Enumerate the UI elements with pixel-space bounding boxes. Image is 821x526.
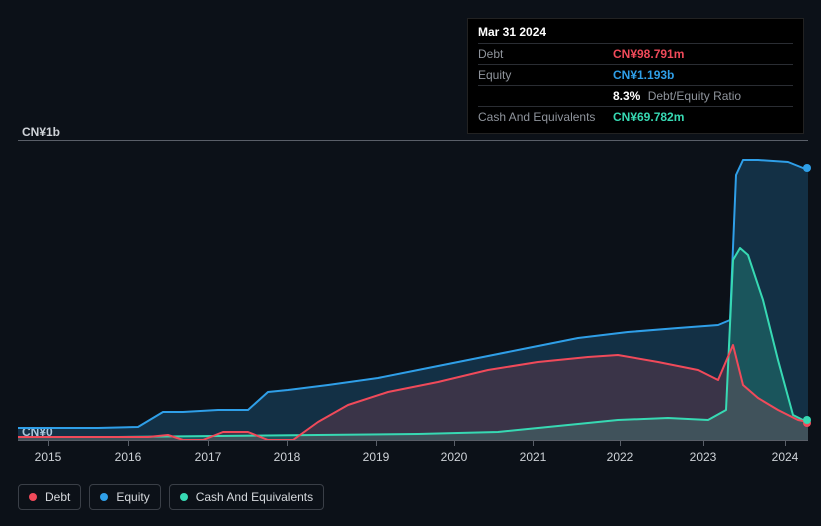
x-axis-label: 2018: [274, 450, 301, 464]
x-axis-tick: [287, 440, 288, 446]
x-axis-tick: [620, 440, 621, 446]
tooltip-row-debt: Debt CN¥98.791m: [478, 43, 793, 64]
tooltip-debt-value: CN¥98.791m: [613, 47, 684, 61]
x-axis-tick: [208, 440, 209, 446]
x-axis-tick: [376, 440, 377, 446]
x-axis-tick: [703, 440, 704, 446]
tooltip-row-ratio: 8.3% Debt/Equity Ratio: [478, 85, 793, 106]
tooltip-equity-value: CN¥1.193b: [613, 68, 674, 82]
tooltip-date: Mar 31 2024: [478, 25, 793, 43]
legend-item-equity[interactable]: Equity: [89, 484, 160, 510]
x-axis-label: 2017: [195, 450, 222, 464]
gridline: [18, 440, 808, 441]
x-axis-label: 2024: [772, 450, 799, 464]
x-axis-tick: [48, 440, 49, 446]
series-end-marker: [803, 416, 811, 424]
legend-label: Equity: [116, 490, 149, 504]
series-end-marker: [803, 164, 811, 172]
legend-label: Debt: [45, 490, 70, 504]
x-axis-tick: [533, 440, 534, 446]
x-axis-tick: [128, 440, 129, 446]
tooltip-ratio-text: Debt/Equity Ratio: [648, 89, 741, 103]
legend-dot-icon: [100, 493, 108, 501]
legend-item-debt[interactable]: Debt: [18, 484, 81, 510]
x-axis-label: 2015: [35, 450, 62, 464]
tooltip-debt-label: Debt: [478, 47, 613, 61]
tooltip-cash-value: CN¥69.782m: [613, 110, 684, 124]
tooltip-equity-label: Equity: [478, 68, 613, 82]
x-axis-label: 2021: [520, 450, 547, 464]
x-axis-tick: [785, 440, 786, 446]
chart-legend: Debt Equity Cash And Equivalents: [18, 484, 324, 510]
legend-item-cash[interactable]: Cash And Equivalents: [169, 484, 324, 510]
legend-label: Cash And Equivalents: [196, 490, 313, 504]
financial-chart: [18, 140, 808, 440]
x-axis-label: 2020: [441, 450, 468, 464]
x-axis-label: 2022: [607, 450, 634, 464]
legend-dot-icon: [29, 493, 37, 501]
tooltip-row-equity: Equity CN¥1.193b: [478, 64, 793, 85]
y-axis-label: CN¥1b: [22, 125, 60, 139]
tooltip-ratio-label: [478, 89, 613, 103]
tooltip-row-cash: Cash And Equivalents CN¥69.782m: [478, 106, 793, 127]
chart-tooltip: Mar 31 2024 Debt CN¥98.791m Equity CN¥1.…: [467, 18, 804, 134]
legend-dot-icon: [180, 493, 188, 501]
tooltip-cash-label: Cash And Equivalents: [478, 110, 613, 124]
x-axis-label: 2023: [690, 450, 717, 464]
x-axis-label: 2019: [363, 450, 390, 464]
x-axis-label: 2016: [115, 450, 142, 464]
x-axis-tick: [454, 440, 455, 446]
tooltip-ratio-pct: 8.3%: [613, 89, 640, 103]
